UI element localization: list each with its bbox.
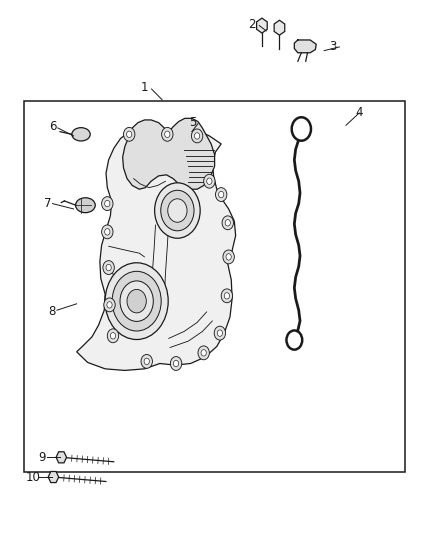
Circle shape [124,127,135,141]
Circle shape [162,127,173,141]
Polygon shape [48,472,59,482]
Text: 8: 8 [48,305,55,318]
Circle shape [105,200,110,207]
Circle shape [198,346,209,360]
Ellipse shape [75,198,95,213]
Bar [24,101,405,472]
Text: 7: 7 [43,197,51,210]
Polygon shape [56,452,67,463]
Circle shape [105,229,110,235]
Circle shape [112,271,161,331]
Circle shape [201,350,206,356]
Circle shape [173,360,179,367]
Text: 5: 5 [189,116,196,129]
Circle shape [107,329,119,343]
Text: 6: 6 [49,120,57,133]
Circle shape [226,254,231,260]
Circle shape [103,261,114,274]
Text: 4: 4 [355,107,363,119]
Text: 2: 2 [248,18,256,31]
Circle shape [106,264,111,271]
Circle shape [110,333,116,339]
Circle shape [292,117,311,141]
Polygon shape [77,127,236,370]
Circle shape [104,298,115,312]
Circle shape [161,190,194,231]
Circle shape [155,183,200,238]
Circle shape [225,220,230,226]
Circle shape [224,293,230,299]
Text: 1: 1 [141,82,148,94]
Polygon shape [294,40,316,53]
Circle shape [286,330,302,350]
Circle shape [141,354,152,368]
Polygon shape [274,20,285,35]
Circle shape [214,326,226,340]
Circle shape [207,178,212,184]
Polygon shape [123,118,215,189]
Circle shape [168,199,187,222]
Text: 9: 9 [38,451,46,464]
Circle shape [144,358,149,365]
Circle shape [221,289,233,303]
Circle shape [204,174,215,188]
Circle shape [170,357,182,370]
Circle shape [215,188,227,201]
Circle shape [102,225,113,239]
Text: 10: 10 [25,471,40,483]
Circle shape [127,289,146,313]
Circle shape [127,131,132,138]
Ellipse shape [72,127,90,141]
Circle shape [223,250,234,264]
Circle shape [105,263,168,340]
Circle shape [120,281,153,321]
Circle shape [222,216,233,230]
Circle shape [191,129,203,143]
Text: 3: 3 [329,41,336,53]
Circle shape [219,191,224,198]
Circle shape [107,302,112,308]
Polygon shape [257,18,267,33]
Circle shape [217,330,223,336]
Circle shape [194,133,200,139]
Circle shape [102,197,113,211]
Circle shape [165,131,170,138]
